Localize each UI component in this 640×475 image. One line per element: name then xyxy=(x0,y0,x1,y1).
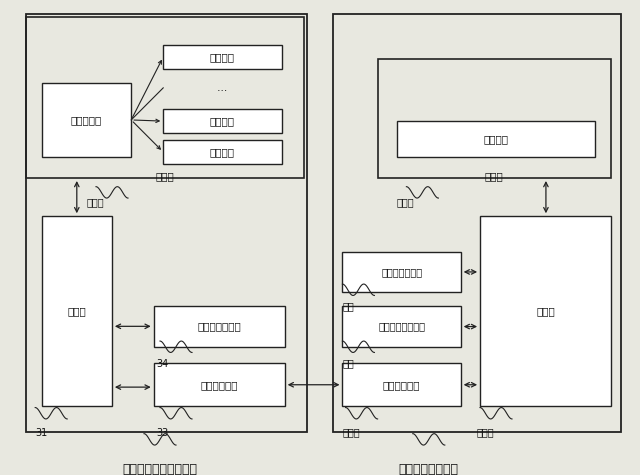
Text: 位置情報測定部: 位置情報測定部 xyxy=(381,267,422,277)
Text: 34: 34 xyxy=(157,359,169,369)
Text: １３: １３ xyxy=(342,302,354,312)
Text: 送信間隔: 送信間隔 xyxy=(210,147,235,157)
Text: 記憶部: 記憶部 xyxy=(155,171,174,181)
Text: １２Ａ: １２Ａ xyxy=(397,197,415,207)
Bar xyxy=(342,306,461,347)
Text: 制御部: 制御部 xyxy=(67,306,86,316)
Bar xyxy=(397,121,595,157)
Bar xyxy=(163,140,282,164)
Bar xyxy=(26,17,304,178)
Text: 記憶部: 記憶部 xyxy=(484,171,504,181)
Text: 位置管理サーバ３０Ａ: 位置管理サーバ３０Ａ xyxy=(122,463,198,475)
Text: ３２Ａ: ３２Ａ xyxy=(86,197,104,207)
Text: 31: 31 xyxy=(35,428,47,437)
Text: …: … xyxy=(217,83,227,93)
Bar xyxy=(378,59,611,178)
Text: 無線送受信部: 無線送受信部 xyxy=(383,380,420,390)
Bar xyxy=(154,306,285,347)
Text: 制御部: 制御部 xyxy=(536,306,555,316)
Bar xyxy=(342,252,461,292)
Text: 送信間隔判定部: 送信間隔判定部 xyxy=(197,322,241,332)
Bar xyxy=(163,109,282,133)
Text: 33: 33 xyxy=(157,428,169,437)
Text: １５Ａ: １５Ａ xyxy=(342,428,360,437)
Text: １４: １４ xyxy=(342,359,354,369)
Bar xyxy=(163,45,282,69)
Text: 移動体端末１０Ａ: 移動体端末１０Ａ xyxy=(399,463,459,475)
Bar xyxy=(42,216,112,406)
Bar xyxy=(26,14,307,432)
Text: 無線送受信部: 無線送受信部 xyxy=(200,380,238,390)
Text: 地図データ: 地図データ xyxy=(71,115,102,125)
Text: 送信間隔: 送信間隔 xyxy=(210,116,235,126)
Text: メッセージ生成部: メッセージ生成部 xyxy=(378,322,425,332)
Text: １１Ａ: １１Ａ xyxy=(477,428,495,437)
Bar xyxy=(154,363,285,406)
Bar xyxy=(480,216,611,406)
Bar xyxy=(333,14,621,432)
Text: 送信間隔: 送信間隔 xyxy=(483,134,509,144)
Bar xyxy=(42,83,131,157)
Text: 送信間隔: 送信間隔 xyxy=(210,52,235,62)
Bar xyxy=(342,363,461,406)
